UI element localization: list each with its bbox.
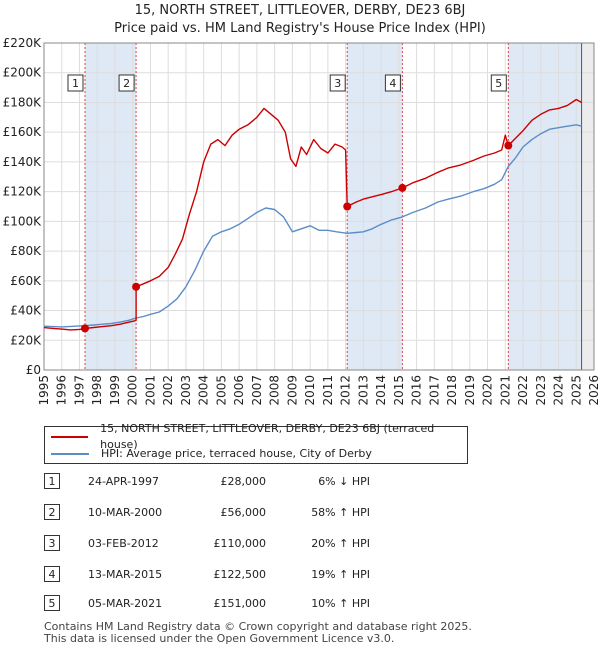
x-tick-label: 2023 [534,375,548,406]
sale-label: 5 [495,77,502,90]
y-tick-label: £40K [10,304,42,318]
sale-price: £151,000 [213,597,267,610]
x-tick-label: 2026 [587,375,600,406]
sale-marker [80,324,89,333]
legend-swatch-hpi [51,453,89,455]
property-price-line [43,98,582,331]
x-tick-label: 2017 [427,375,441,406]
sale-hpi-diff: 10% ↑ HPI [311,597,370,610]
legend: 15, NORTH STREET, LITTLEOVER, DERBY, DE2… [44,422,468,464]
y-tick-label: £220K [3,36,43,50]
x-tick-label: 2004 [197,375,211,406]
x-tick-label: 2010 [303,375,317,406]
sale-hpi-diff: 20% ↑ HPI [311,537,370,550]
sale-hpi-diff: 6% ↓ HPI [318,475,370,488]
x-tick-label: 2020 [481,375,495,406]
legend-item-hpi: HPI: Average price, terraced house, City… [51,446,372,462]
x-tick-label: 2019 [463,375,477,406]
sale-date: 03-FEB-2012 [88,537,159,550]
x-tick-label: 2006 [232,375,246,406]
sale-date: 10-MAR-2000 [88,506,163,519]
sale-number-badge: 1 [44,473,60,489]
sale-label: 2 [123,77,130,90]
x-tick-label: 2011 [321,375,335,406]
x-tick-label: 2003 [179,375,193,406]
sale-label: 1 [72,77,79,90]
y-tick-label: £80K [10,244,42,258]
x-tick-label: 2009 [285,375,299,406]
legend-swatch-property [51,436,89,438]
ownership-band [347,43,403,370]
x-tick-label: 2002 [161,375,175,406]
footer-attribution: Contains HM Land Registry data © Crown c… [44,621,472,645]
x-tick-label: 1999 [108,375,122,406]
y-tick-label: £60K [10,274,42,288]
x-tick-label: 2001 [143,375,157,406]
x-tick-label: 2016 [410,375,424,406]
x-tick-label: 2007 [250,375,264,406]
plot-frame [43,42,595,371]
x-tick-label: 2025 [569,375,583,406]
x-tick-label: 2000 [126,375,140,406]
sale-marker [132,282,141,291]
footer-line-2: This data is licensed under the Open Gov… [44,632,395,645]
sale-label: 3 [334,77,341,90]
sale-number-badge: 4 [44,566,60,582]
y-tick-label: £200K [3,66,43,80]
sale-price: £122,500 [213,568,267,581]
ownership-band [508,43,582,370]
x-tick-label: 1998 [90,375,104,406]
x-tick-label: 1997 [72,375,86,406]
x-tick-label: 2014 [374,375,388,406]
x-tick-label: 2015 [392,375,406,406]
x-tick-label: 2024 [552,375,566,406]
legend-label-property: 15, NORTH STREET, LITTLEOVER, DERBY, DE2… [100,422,435,451]
legend-item-property: 15, NORTH STREET, LITTLEOVER, DERBY, DE2… [51,422,467,451]
y-tick-label: £180K [3,95,43,109]
sale-label-box [384,74,401,92]
y-tick-label: £0 [26,363,41,377]
sale-price: £56,000 [220,506,267,519]
y-tick-label: £140K [3,155,43,169]
y-tick-label: £20K [10,333,42,347]
sale-number-badge: 2 [44,504,60,520]
sale-hpi-diff: 58% ↑ HPI [311,506,370,519]
sale-label-box [329,74,346,92]
chart-subtitle: Price paid vs. HM Land Registry's House … [114,21,486,36]
sale-marker [504,141,513,150]
x-tick-label: 2008 [268,375,282,406]
x-tick-label: 2018 [445,375,459,406]
chart-title: 15, NORTH STREET, LITTLEOVER, DERBY, DE2… [134,3,466,18]
sale-hpi-diff: 19% ↑ HPI [311,568,370,581]
forecast-region [581,43,594,370]
sale-label-box [118,74,135,92]
x-tick-label: 2013 [356,375,370,406]
y-tick-label: £120K [3,185,43,199]
legend-label-hpi: HPI: Average price, terraced house, City… [101,447,372,460]
x-tick-label: 1996 [55,375,69,406]
x-tick-label: 2021 [498,375,512,406]
sale-date: 13-MAR-2015 [88,568,163,581]
sale-label-box [67,74,84,92]
sale-marker [398,183,407,192]
sale-number-badge: 5 [44,595,60,611]
hpi-line [43,124,582,328]
x-tick-label: 1995 [37,375,51,406]
x-tick-label: 2022 [516,375,530,406]
price-chart: £0 £20K £40K £60K £80K £100K £120K £140K £160K £1… [3,36,600,406]
footer-line-1: Contains HM Land Registry data © Crown c… [44,620,472,633]
sale-label-box [490,74,507,92]
y-tick-label: £100K [3,214,43,228]
sale-price: £28,000 [220,475,267,488]
x-tick-label: 2005 [214,375,228,406]
x-tick-label: 2012 [339,375,353,406]
ownership-band [84,43,137,370]
sale-number-badge: 3 [44,535,60,551]
y-tick-label: £160K [3,125,43,139]
sale-date: 05-MAR-2021 [88,597,163,610]
sale-date: 24-APR-1997 [88,475,160,488]
sale-marker [343,202,352,211]
sale-price: £110,000 [213,537,267,550]
sale-label: 4 [389,77,396,90]
